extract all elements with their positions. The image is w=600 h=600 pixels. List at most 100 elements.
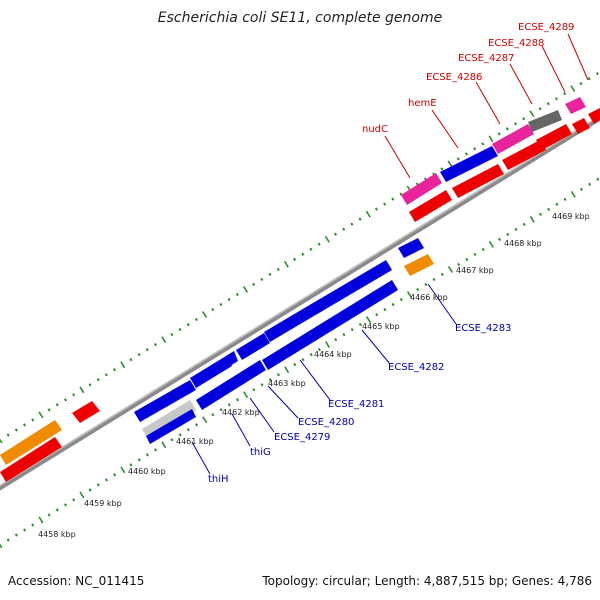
minor-tick (399, 297, 403, 302)
minor-tick (260, 383, 264, 387)
minor-tick (31, 523, 35, 527)
minor-tick (588, 182, 592, 186)
minor-tick (432, 277, 436, 282)
minor-tick (293, 257, 297, 261)
minor-tick (555, 202, 559, 207)
minor-tick (293, 363, 297, 367)
gene-arrow-gray-ECSE_4287[interactable] (528, 110, 562, 132)
gene-arrow-blue[interactable] (146, 409, 196, 444)
minor-tick (522, 117, 526, 121)
gene-arrow-blue-ECSE_4280[interactable] (236, 333, 270, 360)
gene-arrow-blue-ECSE_4282[interactable] (296, 260, 392, 323)
minor-tick (154, 448, 158, 452)
gene-arrow-orange[interactable] (0, 420, 62, 465)
minor-tick (333, 232, 338, 236)
major-tick (447, 160, 453, 168)
minor-tick (547, 207, 551, 212)
minor-tick (72, 393, 76, 397)
minor-tick (309, 247, 313, 251)
minor-tick (96, 483, 100, 487)
gene-arrow-blue-ECSE_4281[interactable] (264, 313, 302, 342)
kbp-labels: 4458 kbp 4459 kbp 4460 kbp 4461 kbp 4462… (38, 212, 590, 539)
major-tick (365, 210, 371, 218)
gene-arrow-magenta-ECSE_4289[interactable] (565, 97, 586, 114)
minor-tick (375, 312, 379, 317)
minor-tick (268, 272, 272, 276)
kbp-label: 4458 kbp (38, 530, 76, 539)
minor-tick (506, 232, 510, 237)
gene-arrow-orange-ECSE_4283[interactable] (404, 254, 434, 276)
accession-text: Accession: NC_011415 (8, 574, 145, 588)
label-hemE: hemE (408, 98, 437, 109)
gene-arrow-red[interactable] (502, 140, 546, 170)
minor-tick (113, 368, 117, 372)
minor-tick (546, 102, 550, 106)
gene-arrow-blue-thiH[interactable] (134, 380, 196, 422)
minor-tick (563, 197, 567, 201)
gene-arrow-magenta-nudC[interactable] (401, 173, 442, 205)
major-tick (79, 491, 85, 499)
kbp-label: 4460 kbp (128, 467, 166, 476)
minor-tick (301, 358, 305, 362)
major-tick (79, 386, 85, 394)
gene-arrow-red[interactable] (536, 124, 572, 150)
minor-tick (129, 358, 133, 362)
gene-arrow-blue-hemE[interactable] (440, 146, 498, 182)
minor-tick (227, 403, 231, 407)
label-ECSE_4282: ECSE_4282 (388, 362, 444, 373)
gene-arrow-red[interactable] (588, 108, 600, 124)
minor-tick (129, 463, 133, 467)
minor-tick (456, 157, 460, 161)
major-tick (406, 291, 412, 298)
minor-tick (6, 538, 10, 542)
minor-tick (96, 378, 100, 382)
gene-arrow-blue[interactable] (196, 360, 266, 410)
kbp-label: 4459 kbp (84, 499, 122, 508)
gene-arrow-red[interactable] (72, 401, 100, 423)
gene-arrow-blue-ECSE_4279[interactable] (226, 351, 238, 366)
gene-arrow-blue[interactable] (262, 280, 398, 370)
kbp-label: 4465 kbp (362, 322, 400, 331)
major-tick (488, 241, 494, 248)
major-tick (120, 466, 126, 474)
genome-title: Escherichia coli SE11, complete genome (157, 10, 443, 26)
genome-backbone (0, 115, 600, 491)
minor-tick (252, 388, 256, 392)
gene-arrow-red[interactable] (0, 437, 62, 482)
minor-tick (63, 398, 67, 402)
minor-tick (342, 227, 346, 231)
kbp-label: 4463 kbp (268, 379, 306, 388)
major-tick (366, 316, 372, 323)
label-ECSE_4288: ECSE_4288 (488, 38, 544, 49)
minor-tick (473, 147, 477, 151)
minor-tick (538, 212, 543, 217)
minor-tick (473, 252, 477, 257)
minor-tick (63, 503, 68, 507)
minor-tick (579, 82, 583, 86)
gene-arrow-lightgray[interactable] (142, 400, 196, 439)
minor-tick (186, 428, 190, 432)
minor-tick (464, 152, 468, 156)
major-tick (0, 438, 3, 444)
minor-tick (219, 302, 223, 307)
gene-arrow-blue-thiG[interactable] (190, 356, 232, 388)
gene-arrow-blue[interactable] (398, 238, 424, 258)
minor-tick (358, 217, 362, 221)
gene-arrow-red[interactable] (572, 118, 590, 134)
minor-tick (113, 473, 117, 477)
major-tick (202, 311, 208, 318)
label-ECSE_4289: ECSE_4289 (518, 22, 574, 33)
outer-tick-track (0, 71, 599, 444)
kbp-label: 4464 kbp (314, 350, 352, 359)
gene-arrow-red[interactable] (409, 190, 452, 222)
minor-tick (72, 498, 76, 502)
major-tick (0, 543, 3, 549)
gene-arrow-magenta-ECSE_4286[interactable] (492, 124, 534, 154)
minor-tick (440, 167, 444, 171)
major-tick (243, 391, 249, 399)
minor-tick (514, 122, 518, 126)
minor-tick (374, 207, 378, 211)
minor-tick (522, 222, 526, 227)
minor-tick (153, 343, 158, 347)
gene-arrow-red[interactable] (452, 164, 504, 198)
